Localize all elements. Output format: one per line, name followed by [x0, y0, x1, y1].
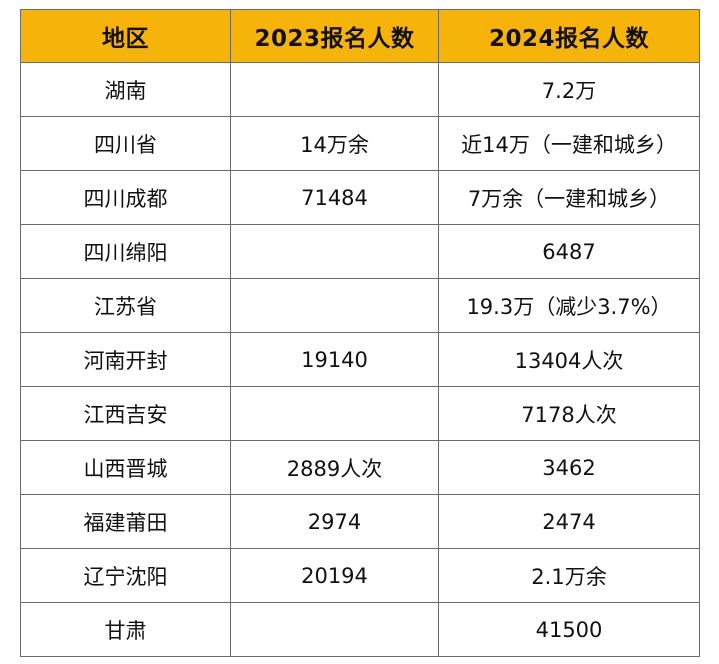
header-region: 地区 — [20, 9, 231, 63]
table-row: 辽宁沈阳 20194 2.1万余 — [20, 548, 700, 603]
cell-2023 — [230, 278, 439, 333]
table-row: 河南开封 19140 13404人次 — [20, 332, 700, 387]
table-row: 江西吉安 7178人次 — [20, 386, 700, 441]
cell-2023 — [230, 602, 439, 657]
header-2024-registrations: 2024报名人数 — [438, 9, 700, 63]
cell-2024: 13404人次 — [438, 332, 700, 387]
table-row: 湖南 7.2万 — [20, 62, 700, 117]
cell-2023: 19140 — [230, 332, 439, 387]
cell-2024: 7178人次 — [438, 386, 700, 441]
cell-2023 — [230, 62, 439, 117]
table-row: 四川成都 71484 7万余（一建和城乡） — [20, 170, 700, 225]
cell-region: 河南开封 — [20, 332, 231, 387]
cell-2024: 7.2万 — [438, 62, 700, 117]
cell-region: 四川成都 — [20, 170, 231, 225]
cell-2024: 19.3万（减少3.7%） — [438, 278, 700, 333]
cell-2024: 2.1万余 — [438, 548, 700, 603]
registration-table-container: 地区 2023报名人数 2024报名人数 湖南 7.2万 四川省 14万余 近1… — [20, 9, 700, 657]
cell-region: 辽宁沈阳 — [20, 548, 231, 603]
cell-region: 山西晋城 — [20, 440, 231, 495]
cell-2024: 6487 — [438, 224, 700, 279]
cell-region: 福建莆田 — [20, 494, 231, 549]
cell-2023: 2974 — [230, 494, 439, 549]
table-row: 四川省 14万余 近14万（一建和城乡） — [20, 116, 700, 171]
cell-region: 甘肃 — [20, 602, 231, 657]
registration-table: 地区 2023报名人数 2024报名人数 湖南 7.2万 四川省 14万余 近1… — [20, 9, 700, 657]
cell-2023: 2889人次 — [230, 440, 439, 495]
cell-region: 四川省 — [20, 116, 231, 171]
cell-region: 江西吉安 — [20, 386, 231, 441]
table-row: 四川绵阳 6487 — [20, 224, 700, 279]
cell-2024: 3462 — [438, 440, 700, 495]
cell-2024: 41500 — [438, 602, 700, 657]
table-row: 山西晋城 2889人次 3462 — [20, 440, 700, 495]
cell-region: 湖南 — [20, 62, 231, 117]
table-row: 江苏省 19.3万（减少3.7%） — [20, 278, 700, 333]
cell-region: 四川绵阳 — [20, 224, 231, 279]
cell-2023: 20194 — [230, 548, 439, 603]
table-row: 福建莆田 2974 2474 — [20, 494, 700, 549]
cell-2024: 近14万（一建和城乡） — [438, 116, 700, 171]
cell-2023 — [230, 386, 439, 441]
cell-2023: 14万余 — [230, 116, 439, 171]
table-row: 甘肃 41500 — [20, 602, 700, 657]
cell-2023: 71484 — [230, 170, 439, 225]
cell-2024: 2474 — [438, 494, 700, 549]
cell-region: 江苏省 — [20, 278, 231, 333]
header-2023-registrations: 2023报名人数 — [230, 9, 439, 63]
table-header-row: 地区 2023报名人数 2024报名人数 — [20, 9, 700, 63]
cell-2024: 7万余（一建和城乡） — [438, 170, 700, 225]
cell-2023 — [230, 224, 439, 279]
